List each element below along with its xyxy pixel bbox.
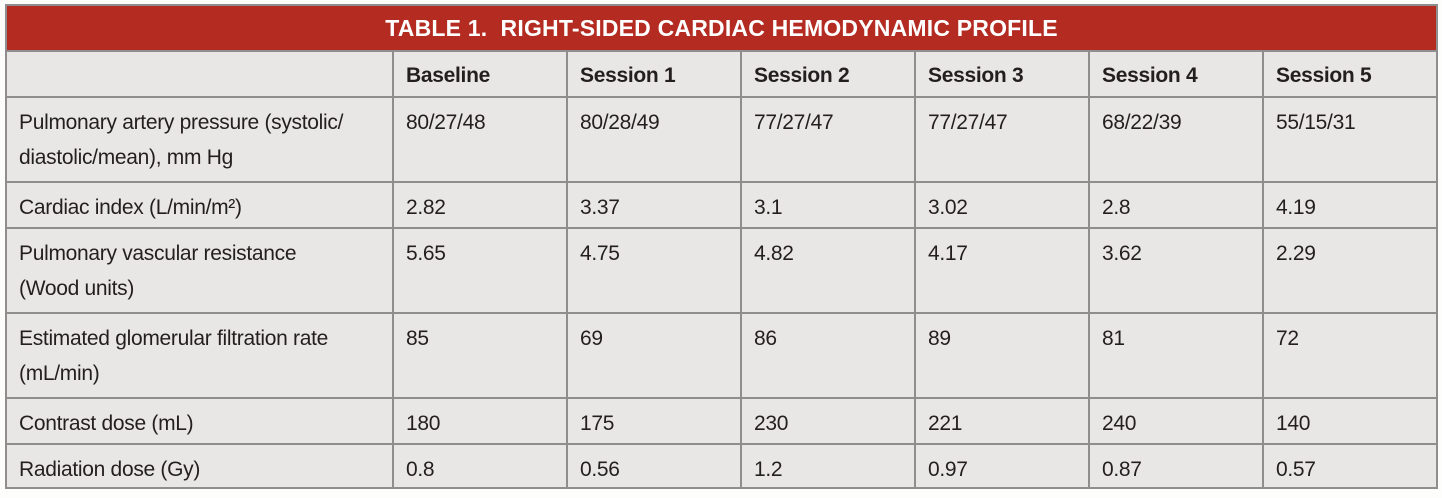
value-cell: 2.82: [394, 183, 566, 227]
header-baseline: Baseline: [394, 52, 566, 96]
value-cell: 4.75: [568, 229, 740, 312]
value-cell: 1.2: [742, 445, 914, 487]
value-cell: 180: [394, 399, 566, 443]
value-cell: 3.62: [1090, 229, 1262, 312]
value-cell: 80/27/48: [394, 98, 566, 181]
value-cell: 81: [1090, 314, 1262, 397]
value-cell: 140: [1264, 399, 1437, 443]
value-cell: 77/27/47: [742, 98, 914, 181]
value-cell: 86: [742, 314, 914, 397]
value-cell: 0.97: [916, 445, 1088, 487]
value-cell: 3.37: [568, 183, 740, 227]
value-cell: 5.65: [394, 229, 566, 312]
row-label-cardiac-index: Cardiac index (L/min/m²): [7, 183, 392, 227]
table-row-contrast-dose: Contrast dose (mL) 180 175 230 221 240 1…: [7, 399, 1437, 443]
column-header-row: Baseline Session 1 Session 2 Session 3 S…: [7, 52, 1437, 96]
row-label-contrast-dose: Contrast dose (mL): [7, 399, 392, 443]
row-label-pa-pressure: Pulmonary artery pressure (systolic/ dia…: [7, 98, 392, 181]
value-cell: 72: [1264, 314, 1437, 397]
value-cell: 69: [568, 314, 740, 397]
value-cell: 2.8: [1090, 183, 1262, 227]
header-empty-cell: [7, 52, 392, 96]
row-label-pvr: Pulmonary vascular resistance (Wood unit…: [7, 229, 392, 312]
value-cell: 4.82: [742, 229, 914, 312]
value-cell: 221: [916, 399, 1088, 443]
value-cell: 77/27/47: [916, 98, 1088, 181]
header-session-3: Session 3: [916, 52, 1088, 96]
value-cell: 4.19: [1264, 183, 1437, 227]
header-session-5: Session 5: [1264, 52, 1437, 96]
value-cell: 230: [742, 399, 914, 443]
value-cell: 55/15/31: [1264, 98, 1437, 181]
value-cell: 3.1: [742, 183, 914, 227]
value-cell: 240: [1090, 399, 1262, 443]
value-cell: 80/28/49: [568, 98, 740, 181]
row-label-radiation-dose: Radiation dose (Gy): [7, 445, 392, 487]
row-label-egfr: Estimated glomerular filtration rate (mL…: [7, 314, 392, 397]
value-cell: 85: [394, 314, 566, 397]
table-title-row: TABLE 1. RIGHT-SIDED CARDIAC HEMODYNAMIC…: [7, 6, 1437, 50]
header-session-2: Session 2: [742, 52, 914, 96]
value-cell: 0.56: [568, 445, 740, 487]
table-row-radiation-dose: Radiation dose (Gy) 0.8 0.56 1.2 0.97 0.…: [7, 445, 1437, 487]
value-cell: 0.87: [1090, 445, 1262, 487]
header-session-1: Session 1: [568, 52, 740, 96]
table-row-pvr: Pulmonary vascular resistance (Wood unit…: [7, 229, 1437, 312]
table-title: TABLE 1. RIGHT-SIDED CARDIAC HEMODYNAMIC…: [7, 6, 1437, 50]
table-row-cardiac-index: Cardiac index (L/min/m²) 2.82 3.37 3.1 3…: [7, 183, 1437, 227]
value-cell: 2.29: [1264, 229, 1437, 312]
value-cell: 0.8: [394, 445, 566, 487]
value-cell: 0.57: [1264, 445, 1437, 487]
header-session-4: Session 4: [1090, 52, 1262, 96]
value-cell: 175: [568, 399, 740, 443]
table-row-pa-pressure: Pulmonary artery pressure (systolic/ dia…: [7, 98, 1437, 181]
hemodynamic-profile-table: TABLE 1. RIGHT-SIDED CARDIAC HEMODYNAMIC…: [5, 4, 1439, 489]
value-cell: 68/22/39: [1090, 98, 1262, 181]
value-cell: 89: [916, 314, 1088, 397]
value-cell: 4.17: [916, 229, 1088, 312]
value-cell: 3.02: [916, 183, 1088, 227]
table-row-egfr: Estimated glomerular filtration rate (mL…: [7, 314, 1437, 397]
